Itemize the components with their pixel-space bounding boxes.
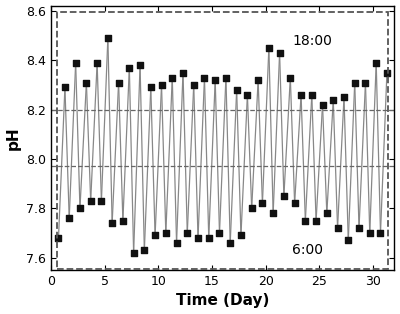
Point [77, 206, 83, 211]
Point [98, 198, 105, 203]
Point [345, 238, 352, 243]
Point [216, 230, 223, 236]
Point [206, 236, 212, 241]
Point [212, 78, 218, 83]
Point [266, 46, 272, 51]
Point [319, 102, 326, 107]
Point [105, 35, 111, 41]
Point [244, 92, 250, 97]
Point [94, 60, 100, 65]
Point [281, 193, 287, 198]
Point [62, 85, 68, 90]
Point [169, 75, 176, 80]
Point [201, 75, 208, 80]
Point [83, 80, 90, 85]
Point [163, 230, 169, 236]
Point [137, 63, 143, 68]
Point [195, 236, 201, 241]
Point [356, 225, 362, 230]
Text: 6:00: 6:00 [292, 243, 324, 257]
Point [366, 230, 373, 236]
Point [72, 60, 79, 65]
Point [55, 236, 62, 241]
Point [352, 80, 358, 85]
Point [158, 83, 165, 88]
Point [234, 87, 240, 92]
Point [152, 233, 158, 238]
Point [109, 221, 115, 226]
Point [276, 51, 283, 56]
X-axis label: Time (Day): Time (Day) [176, 294, 269, 308]
Point [334, 225, 341, 230]
Point [302, 218, 308, 223]
Point [223, 75, 229, 80]
Point [190, 83, 197, 88]
Point [292, 201, 298, 206]
Point [238, 233, 244, 238]
Point [255, 78, 261, 83]
Point [384, 70, 390, 75]
Point [287, 75, 294, 80]
Point [148, 85, 154, 90]
Text: 18:00: 18:00 [292, 34, 332, 48]
Point [184, 230, 190, 236]
Point [308, 92, 315, 97]
Point [115, 80, 122, 85]
Point [341, 95, 347, 100]
Y-axis label: pH: pH [6, 126, 20, 150]
Point [227, 241, 234, 246]
Point [298, 92, 304, 97]
Point [141, 248, 148, 253]
Point [324, 211, 330, 216]
Point [180, 70, 186, 75]
Point [126, 65, 132, 70]
Point [330, 97, 336, 102]
Point [66, 216, 72, 221]
Point [88, 198, 94, 203]
Point [259, 201, 266, 206]
Point [362, 80, 369, 85]
Point [377, 230, 384, 236]
Point [173, 241, 180, 246]
Point [270, 211, 276, 216]
Point [373, 60, 379, 65]
Point [313, 218, 319, 223]
Point [130, 250, 137, 255]
Point [248, 206, 255, 211]
Point [120, 218, 126, 223]
